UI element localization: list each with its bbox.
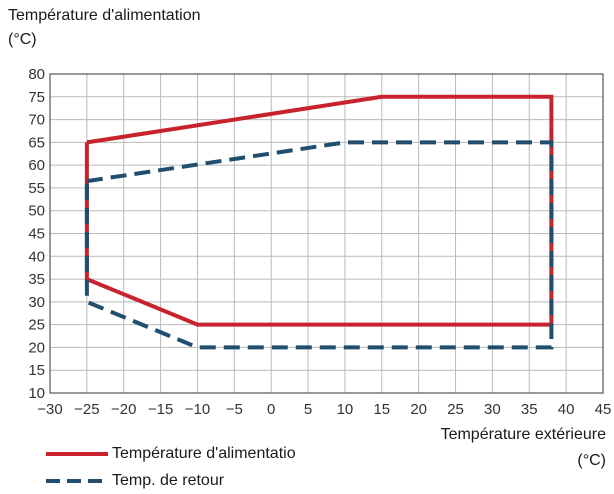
y-tick-label: 35: [28, 271, 45, 288]
x-tick-label: 45: [595, 401, 612, 418]
legend-label-return: Temp. de retour: [112, 471, 225, 489]
y-tick-label: 25: [28, 317, 45, 334]
y-tick-label: 70: [28, 112, 45, 129]
x-tick-label: −20: [111, 401, 136, 418]
x-axis-title: Température extérieure (°C): [441, 422, 606, 474]
y-tick-label: 20: [28, 339, 45, 356]
y-tick-label: 80: [28, 66, 45, 83]
legend-label-supply: Température d'alimentatio: [112, 444, 296, 462]
x-tick-label: −15: [148, 401, 173, 418]
legend-item-supply: Température d'alimentatio: [44, 440, 296, 467]
y-tick-label: 55: [28, 180, 45, 197]
x-tick-label: 40: [558, 401, 575, 418]
y-tick-label: 10: [28, 385, 45, 402]
legend: Température d'alimentatio Temp. de retou…: [44, 440, 296, 494]
x-tick-label: 5: [304, 401, 312, 418]
y-tick-label: 15: [28, 362, 45, 379]
x-tick-label: −5: [226, 401, 243, 418]
y-tick-label: 50: [28, 203, 45, 220]
series-line-return: [84, 140, 554, 350]
legend-swatch-dashed: [44, 475, 110, 487]
y-tick-label: 40: [28, 248, 45, 265]
legend-swatch-solid: [44, 448, 110, 460]
plot-frame: [49, 73, 604, 394]
y-tick-label: 65: [28, 134, 45, 151]
legend-item-return: Temp. de retour: [44, 467, 296, 494]
x-axis-title-line2: (°C): [577, 452, 606, 469]
x-tick-label: −10: [185, 401, 210, 418]
y-tick-label: 75: [28, 89, 45, 106]
y-axis-title: Température d'alimentation (°C): [8, 4, 201, 52]
x-tick-label: 35: [521, 401, 538, 418]
x-tick-label: −30: [37, 401, 62, 418]
x-tick-label: 15: [373, 401, 390, 418]
x-tick-label: 10: [337, 401, 354, 418]
x-tick-label: 30: [484, 401, 501, 418]
x-tick-label: 20: [410, 401, 427, 418]
x-tick-label: 0: [267, 401, 275, 418]
y-axis-title-line1: Température d'alimentation: [8, 7, 201, 24]
y-tick-label: 30: [28, 294, 45, 311]
y-tick-label: 60: [28, 157, 45, 174]
x-axis-title-line1: Température extérieure: [440, 426, 606, 443]
y-axis-title-line2: (°C): [8, 31, 37, 48]
y-tick-label: 45: [28, 226, 45, 243]
x-tick-label: 25: [447, 401, 464, 418]
x-tick-label: −25: [74, 401, 99, 418]
